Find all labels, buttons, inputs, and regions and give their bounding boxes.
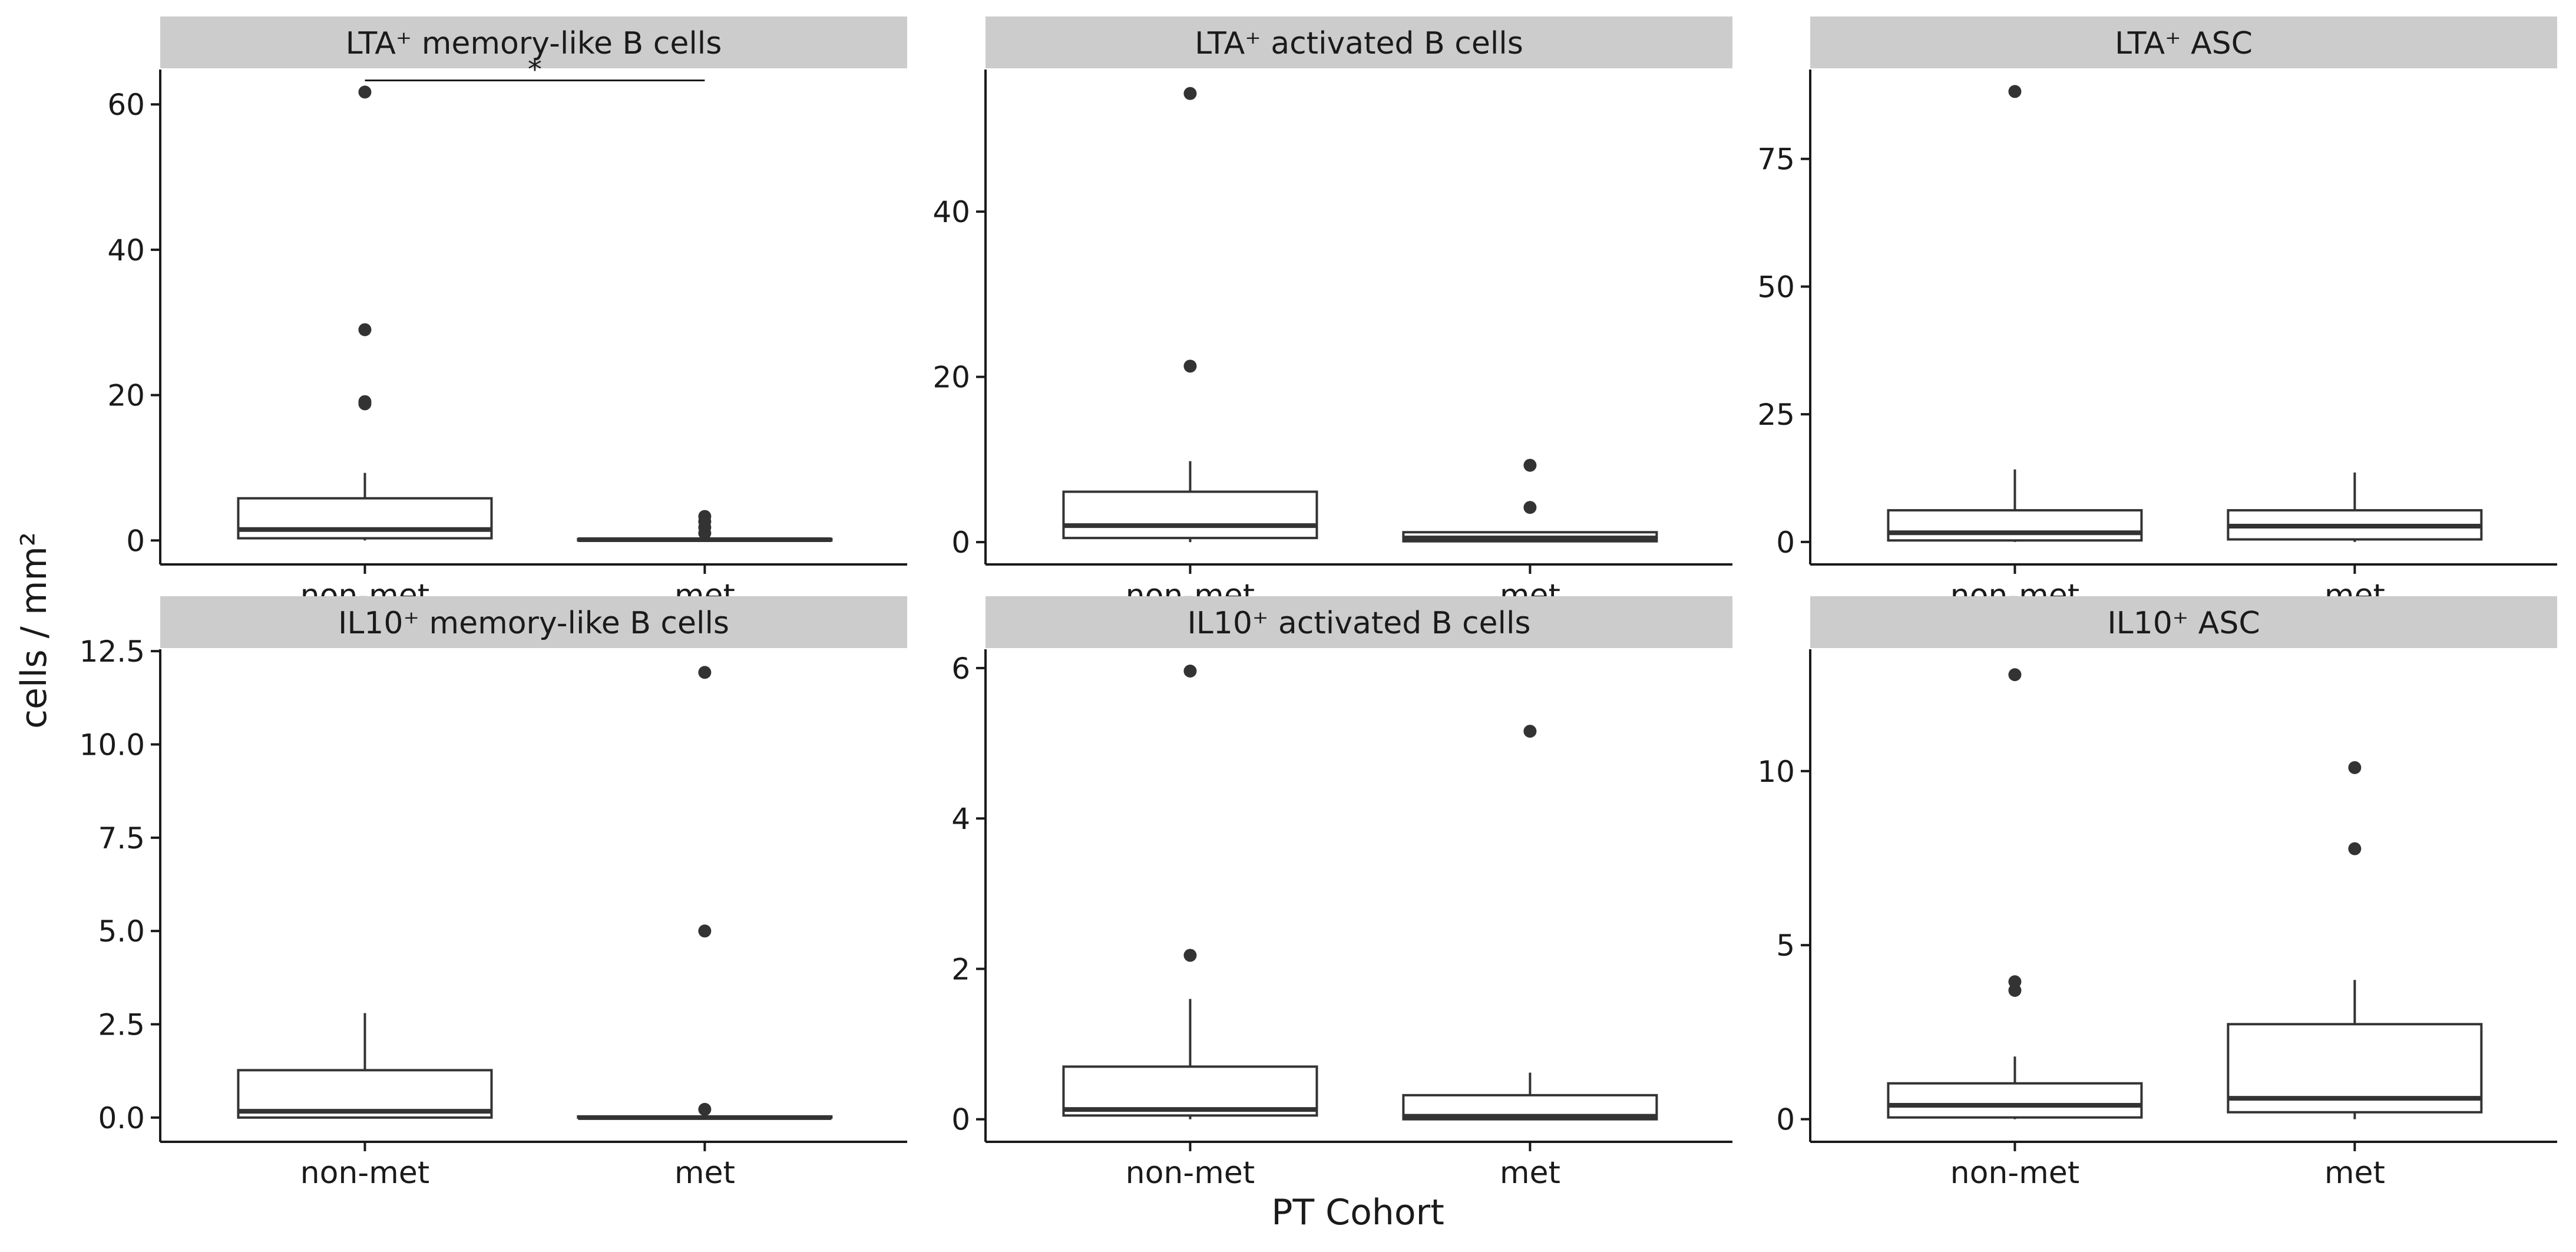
outlier-point (698, 924, 712, 938)
outlier-point (698, 1102, 712, 1116)
box-iqr (1887, 509, 2143, 542)
outlier-point (1523, 725, 1537, 738)
y-tick-label: 0 (951, 526, 970, 560)
facet-title: LTA⁺ ASC (2115, 26, 2253, 61)
outlier-point (1523, 501, 1537, 514)
y-tick-label: 20 (932, 361, 970, 395)
outlier-point (358, 85, 372, 99)
outlier-point (2348, 842, 2362, 855)
box-iqr (1887, 1082, 2143, 1119)
facet-title: LTA⁺ memory-like B cells (346, 26, 722, 61)
facet-strip (986, 16, 1732, 68)
outlier-point (1183, 665, 1197, 678)
x-tick-label: non-met (1950, 1155, 2080, 1191)
y-axis-label: cells / mm² (14, 532, 55, 729)
y-tick-label: 0 (1776, 1103, 1795, 1137)
facet-panel: IL10⁺ memory-like B cells 0.0 2.5 5.0 7.5 10.… (80, 596, 907, 1191)
outlier-point (2008, 85, 2022, 98)
facet-title: IL10⁺ ASC (2107, 606, 2260, 641)
y-tick-label: 4 (951, 802, 970, 836)
box-iqr (1062, 490, 1318, 540)
facet-title: IL10⁺ memory-like B cells (338, 606, 729, 641)
y-tick-label: 25 (1757, 398, 1795, 432)
facet-panel: IL10⁺ activated B cells 0 2 4 6 non-met met (951, 596, 1732, 1191)
outlier-point (698, 666, 712, 679)
outlier-point (2008, 975, 2022, 989)
outlier-point (1183, 949, 1197, 962)
y-tick-label: 2 (951, 952, 970, 986)
y-tick-label: 0 (1776, 526, 1795, 560)
y-tick-label: 20 (107, 379, 145, 413)
x-tick-label: met (1500, 1155, 1560, 1191)
outlier-point (2008, 668, 2022, 682)
x-tick-label: non-met (300, 1155, 430, 1191)
outlier-point (1523, 458, 1537, 472)
y-tick-label: 7.5 (98, 821, 145, 855)
y-tick-label: 0 (951, 1103, 970, 1137)
y-tick-label: 40 (932, 195, 970, 229)
x-tick-label: non-met (1126, 1155, 1255, 1191)
outlier-point (358, 323, 372, 336)
y-tick-label: 10.0 (80, 728, 145, 762)
y-tick-label: 5.0 (98, 914, 145, 949)
significance-label: * (528, 54, 542, 87)
y-tick-label: 75 (1757, 143, 1795, 177)
y-tick-label: 0 (126, 524, 145, 558)
facet-strip (1810, 596, 2557, 648)
facet-strip (160, 16, 907, 68)
outlier-point (698, 510, 712, 523)
y-tick-label: 5 (1776, 929, 1795, 963)
y-tick-label: 12.5 (80, 635, 145, 669)
y-tick-label: 60 (107, 88, 145, 122)
outlier-point (1183, 87, 1197, 100)
y-tick-label: 0.0 (98, 1101, 145, 1135)
box-iqr (237, 497, 493, 540)
facet-strip (1810, 16, 2557, 68)
facet-title: IL10⁺ activated B cells (1187, 606, 1530, 641)
x-axis-label: PT Cohort (1271, 1192, 1444, 1233)
outlier-point (2348, 761, 2362, 774)
facet-panel: IL10⁺ ASC 0 5 10 non-met met (1757, 596, 2557, 1191)
y-tick-label: 40 (107, 233, 145, 267)
facet-title: LTA⁺ activated B cells (1195, 26, 1523, 61)
outlier-point (1183, 359, 1197, 373)
y-tick-label: 10 (1757, 755, 1795, 789)
y-tick-label: 6 (951, 652, 970, 686)
facet-strip (986, 596, 1732, 648)
outlier-point (358, 395, 372, 408)
x-tick-label: met (2324, 1155, 2385, 1191)
y-tick-label: 50 (1757, 270, 1795, 304)
facet-strip (160, 596, 907, 648)
y-tick-label: 2.5 (98, 1008, 145, 1042)
x-tick-label: met (674, 1155, 735, 1191)
